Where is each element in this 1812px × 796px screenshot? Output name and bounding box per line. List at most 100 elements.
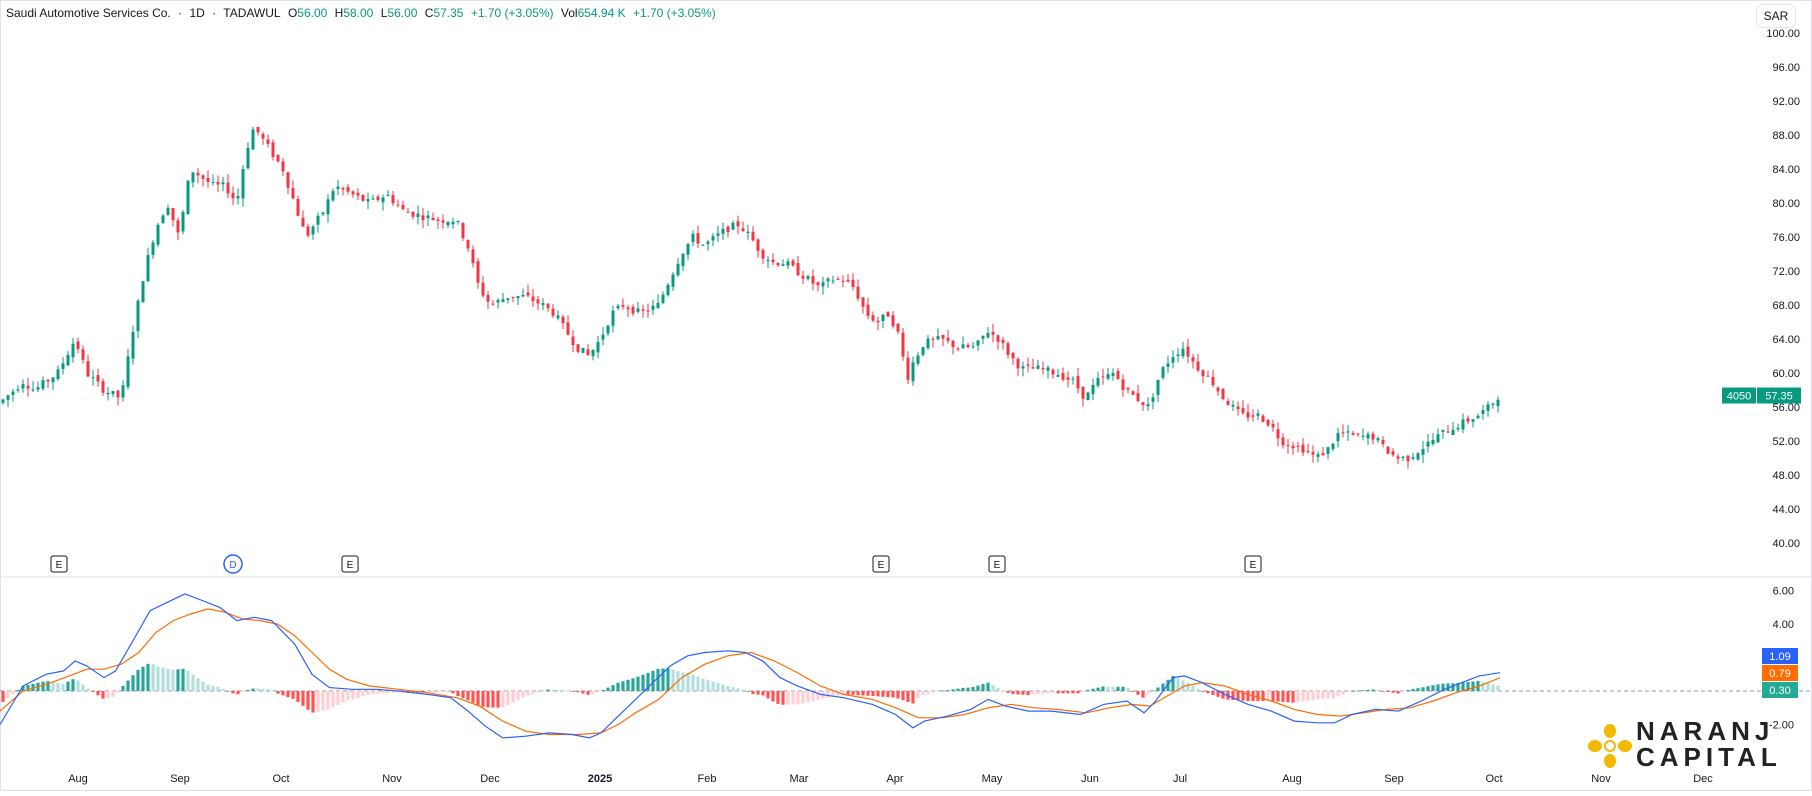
candle-body <box>1461 419 1465 430</box>
histogram-bar <box>1411 688 1415 691</box>
macd-axis-label: 6.00 <box>1773 586 1794 598</box>
histogram-bar <box>291 691 295 699</box>
candle-body <box>256 127 260 133</box>
candle-body <box>726 226 730 233</box>
histogram-bar <box>556 689 560 691</box>
candle-body <box>1031 367 1035 369</box>
histogram-bar <box>626 679 630 691</box>
candle-body <box>516 296 520 299</box>
candle-body <box>781 264 785 266</box>
candle-body <box>1416 453 1420 460</box>
histogram-bar <box>1141 691 1145 698</box>
histogram-bar <box>251 688 255 691</box>
histogram-bar <box>1146 691 1150 694</box>
candle-body <box>661 294 665 303</box>
histogram-bar <box>941 690 945 692</box>
candle-body <box>36 387 40 390</box>
candle-body <box>171 208 175 221</box>
histogram-bar <box>106 691 110 699</box>
histogram-bar <box>1286 691 1290 703</box>
candle-body <box>906 357 910 380</box>
candle-body <box>366 199 370 202</box>
candle-body <box>1281 437 1285 446</box>
histogram-bar <box>1181 680 1185 691</box>
histogram-bar <box>581 691 585 694</box>
histogram-bar <box>1221 691 1225 699</box>
histogram-bar <box>261 688 265 691</box>
histogram-bar <box>271 689 275 691</box>
histogram-bar <box>501 691 505 708</box>
currency-button[interactable]: SAR <box>1756 4 1796 28</box>
histogram-bar <box>126 680 130 691</box>
price-axis-label: 84.00 <box>1772 164 1800 176</box>
candle-body <box>791 260 795 266</box>
histogram-bar <box>746 691 750 692</box>
candle-body <box>66 354 70 366</box>
candle-body <box>201 175 205 179</box>
histogram-bar <box>636 676 640 691</box>
histogram-bar <box>1111 686 1115 691</box>
symbol-name[interactable]: Saudi Automotive Services Co. <box>6 6 171 20</box>
interval[interactable]: 1D <box>189 6 205 20</box>
histogram-bar <box>56 682 60 691</box>
histogram-bar <box>511 691 515 703</box>
candle-body <box>1331 443 1335 450</box>
candle-body <box>136 300 140 332</box>
candle-body <box>146 254 150 282</box>
histogram-bar <box>716 683 720 691</box>
candle-body <box>231 192 235 199</box>
histogram-bar <box>1321 691 1325 699</box>
candle-body <box>836 278 840 280</box>
brand-logo: NARANJ CAPITAL <box>1588 718 1788 774</box>
histogram-bar <box>706 680 710 691</box>
candle-body <box>696 233 700 244</box>
candle-body <box>161 215 165 224</box>
candle-body <box>196 172 200 176</box>
candle-body <box>536 299 540 304</box>
histogram-bar <box>666 668 670 691</box>
candle-body <box>1236 406 1240 410</box>
candle-body <box>51 377 55 383</box>
candle-body <box>921 347 925 355</box>
histogram-bar <box>1341 691 1345 695</box>
histogram-bar <box>346 691 350 701</box>
candle-body <box>401 204 405 210</box>
candle-body <box>71 343 75 358</box>
histogram-bar <box>696 676 700 691</box>
histogram-bar <box>1136 691 1140 695</box>
histogram-bar <box>976 685 980 691</box>
candle-body <box>1051 369 1055 375</box>
candle-body <box>976 340 980 346</box>
time-axis-label: Jul <box>1173 773 1187 785</box>
histogram-bar <box>896 691 900 699</box>
histogram-bar <box>1086 689 1090 691</box>
histogram-bar <box>1416 688 1420 691</box>
candle-body <box>831 280 835 282</box>
histogram-bar <box>311 691 315 713</box>
candle-body <box>1056 375 1060 377</box>
histogram-bar <box>246 690 250 691</box>
histogram-bar <box>51 682 55 691</box>
candle-body <box>1106 374 1110 379</box>
histogram-bar <box>611 685 615 691</box>
histogram-bar <box>906 691 910 702</box>
histogram-bar <box>451 691 455 694</box>
candle-body <box>491 303 495 305</box>
histogram-bar <box>606 687 610 691</box>
candle-body <box>411 211 415 217</box>
close-value: 57.35 <box>433 6 464 20</box>
candle-body <box>1071 378 1075 380</box>
high-value: 58.00 <box>343 6 374 20</box>
price-axis-label: 44.00 <box>1772 504 1800 516</box>
histogram-bar <box>206 684 210 691</box>
histogram-bar <box>766 691 770 699</box>
candle-body <box>156 224 160 245</box>
candle-body <box>676 263 680 276</box>
price-axis-label: 40.00 <box>1772 538 1800 550</box>
histogram-bar <box>971 686 975 691</box>
candle-body <box>1136 393 1140 402</box>
candle-body <box>1181 348 1185 357</box>
candle-body <box>106 392 110 395</box>
candle-body <box>316 215 320 225</box>
histogram-bar <box>141 666 145 691</box>
